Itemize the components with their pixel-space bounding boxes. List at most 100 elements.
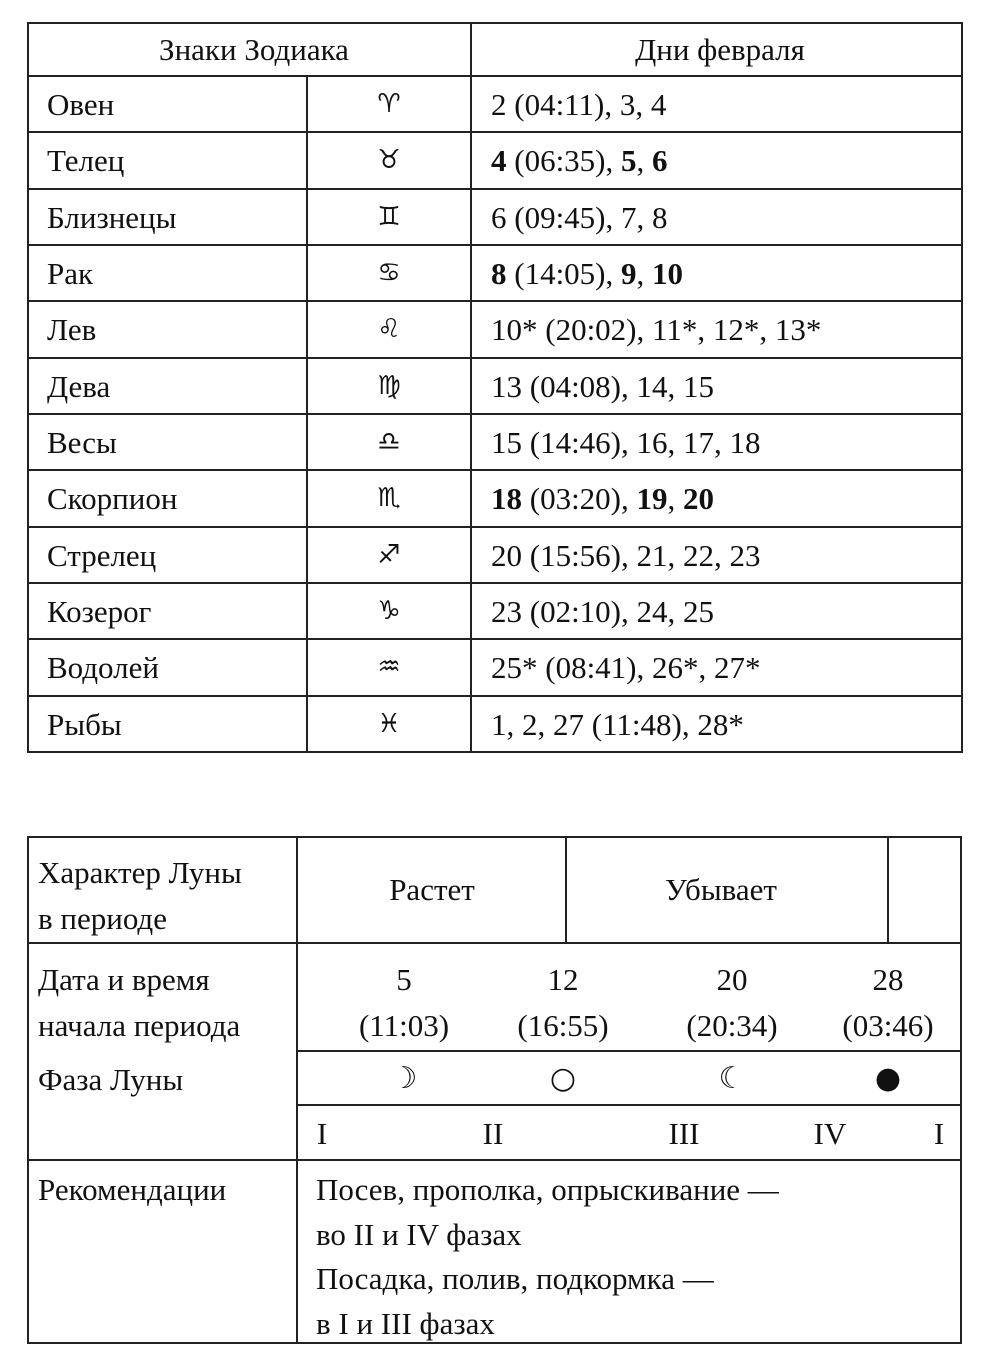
divider <box>470 22 472 752</box>
growing-label: Растет <box>389 872 475 907</box>
zodiac-symbol-icon: ♒︎ <box>377 652 401 683</box>
sign-days: 1, 2, 27 (11:48), 28* <box>491 709 744 740</box>
sign-days: 6 (09:45), 7, 8 <box>491 202 668 233</box>
divider <box>27 469 963 472</box>
day-text: 20 (15:56), 21, 22, 23 <box>491 537 761 573</box>
day-text: , <box>636 143 653 179</box>
zodiac-table <box>27 22 963 753</box>
sign-name: Рыбы <box>47 706 122 742</box>
sign-days: 2 (04:11), 3, 4 <box>491 89 666 120</box>
divider <box>887 836 889 943</box>
zodiac-symbol-icon: ♍︎ <box>377 370 401 401</box>
divider <box>27 187 963 190</box>
divider <box>27 694 963 697</box>
zodiac-symbol-icon: ♏︎ <box>377 483 401 514</box>
period-time: (11:03) <box>358 1008 450 1043</box>
divider <box>27 525 963 528</box>
day-text: 2 (04:11), 3, 4 <box>491 87 667 122</box>
sign-name: Дева <box>47 368 111 404</box>
moon-phase-icon: ☾ <box>718 1061 746 1096</box>
divider <box>296 836 298 1344</box>
day-text: 23 (02:10), 24, 25 <box>491 594 715 629</box>
bold-day: 20 <box>683 481 715 517</box>
waning-label: Убывает <box>665 872 777 907</box>
sign-days: 10* (20:02), 11*, 12*, 13* <box>491 314 821 345</box>
phase-number: III <box>668 1116 700 1151</box>
moon-phase-icon: ☽ <box>390 1061 418 1096</box>
sign-name: Козерог <box>47 594 152 629</box>
header-february-days: Дни февраля <box>635 32 805 67</box>
bold-day: 10 <box>652 256 684 291</box>
day-text: , <box>667 481 684 517</box>
day-text: 25* (08:41), 26*, 27* <box>491 650 761 686</box>
divider <box>296 1104 962 1106</box>
divider <box>296 1050 962 1052</box>
bold-day: 19 <box>636 481 668 517</box>
bold-day: 4 <box>491 143 507 179</box>
recommendation-line: Посев, прополка, опрыскивание — <box>316 1172 779 1207</box>
recommendations-label: Рекомендации <box>38 1172 227 1207</box>
bold-day: 5 <box>621 143 637 179</box>
day-text: 10* (20:02), 11*, 12*, 13* <box>491 312 822 348</box>
zodiac-symbol-icon: ♐︎ <box>377 539 401 570</box>
moon-phase-icon: ○ <box>549 1061 577 1096</box>
sign-days: 15 (14:46), 16, 17, 18 <box>491 427 761 458</box>
divider <box>27 356 963 359</box>
moon-table <box>27 836 962 1344</box>
sign-name: Весы <box>47 425 117 460</box>
period-time: (16:55) <box>517 1008 609 1043</box>
day-text: (03:20), <box>522 481 637 517</box>
day-text: 13 (04:08), 14, 15 <box>491 368 715 404</box>
sign-days: 20 (15:56), 21, 22, 23 <box>491 540 761 571</box>
zodiac-symbol-icon: ♑︎ <box>377 596 401 626</box>
divider <box>27 75 963 77</box>
divider <box>27 942 962 944</box>
phase-number: II <box>482 1116 504 1151</box>
period-day: 12 <box>547 962 579 997</box>
period-day: 5 <box>396 962 412 997</box>
divider <box>27 582 963 584</box>
recommendation-line: во II и IV фазах <box>316 1216 522 1252</box>
sign-days: 18 (03:20), 19, 20 <box>491 483 714 514</box>
sign-days: 25* (08:41), 26*, 27* <box>491 652 761 683</box>
day-text: , <box>636 256 653 291</box>
sign-days: 23 (02:10), 24, 25 <box>491 596 714 627</box>
date-label: Дата и время <box>38 962 210 997</box>
period-day: 20 <box>716 962 748 997</box>
divider <box>565 836 567 943</box>
divider <box>27 638 963 641</box>
day-text: 6 (09:45), 7, 8 <box>491 199 668 235</box>
zodiac-symbol-icon: ♎︎ <box>377 427 401 457</box>
day-text: (06:35), <box>506 143 622 179</box>
divider <box>27 413 963 415</box>
day-text: (14:05), <box>506 256 622 291</box>
period-time: (03:46) <box>842 1008 934 1043</box>
bold-day: 6 <box>652 143 668 179</box>
recommendation-line: в I и III фазах <box>316 1305 495 1341</box>
sign-name: Овен <box>47 87 115 122</box>
sign-name: Близнецы <box>47 199 177 235</box>
divider <box>27 300 963 303</box>
day-text: 15 (14:46), 16, 17, 18 <box>491 425 761 460</box>
recommendation-line: Посадка, полив, подкормка — <box>316 1261 714 1296</box>
sign-days: 4 (06:35), 5, 6 <box>491 145 668 176</box>
sign-name: Водолей <box>47 650 159 686</box>
sign-name: Лев <box>47 312 97 348</box>
zodiac-symbol-icon: ♊︎ <box>377 201 401 232</box>
moon-character-label: Характер Луны <box>38 855 242 890</box>
divider <box>27 1159 962 1161</box>
sign-days: 8 (14:05), 9, 10 <box>491 258 683 289</box>
bold-day: 8 <box>491 256 507 291</box>
day-text: 1, 2, 27 (11:48), 28* <box>491 706 744 742</box>
phase-number: IV <box>813 1116 847 1151</box>
moon-character-label-2: в периоде <box>38 901 167 936</box>
sign-days: 13 (04:08), 14, 15 <box>491 371 714 402</box>
date-label-2: начала периода <box>38 1008 241 1043</box>
divider <box>27 244 963 246</box>
sign-name: Стрелец <box>47 537 157 573</box>
moon-phase-icon: ● <box>874 1061 902 1096</box>
period-time: (20:34) <box>686 1008 778 1043</box>
bold-day: 9 <box>621 256 637 291</box>
phase-number: I <box>933 1116 945 1151</box>
zodiac-symbol-icon: ♌︎ <box>377 314 401 345</box>
